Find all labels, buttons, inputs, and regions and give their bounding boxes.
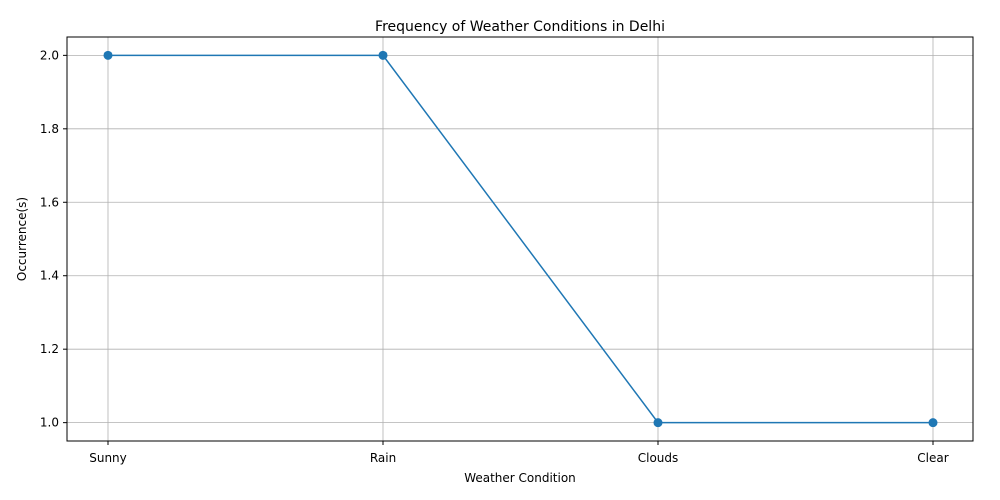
x-tick-label: Clear <box>917 451 948 465</box>
data-point <box>928 418 938 428</box>
y-tick-label: 1.4 <box>40 269 59 283</box>
y-tick-label: 2.0 <box>40 48 59 62</box>
y-tick-label: 1.0 <box>40 416 59 430</box>
plot-frame <box>66 36 974 442</box>
x-axis-label: Weather Condition <box>464 471 576 485</box>
x-axis-ticks: Sunny Rain Clouds Clear <box>89 441 949 465</box>
series-line <box>108 54 933 424</box>
x-tick-label: Rain <box>370 451 396 465</box>
y-tick-label: 1.2 <box>40 342 59 356</box>
chart-title: Frequency of Weather Conditions in Delhi <box>375 19 665 35</box>
x-tick-label: Clouds <box>638 451 679 465</box>
y-axis-label: Occurrence(s) <box>15 197 29 281</box>
series-group <box>103 50 938 428</box>
data-point <box>653 418 663 428</box>
data-point <box>378 50 388 60</box>
y-tick-label: 1.6 <box>40 195 59 209</box>
data-point <box>103 50 113 60</box>
x-gridlines <box>107 37 934 441</box>
plot-area <box>66 36 974 442</box>
y-axis-ticks: 1.0 1.2 1.4 1.6 1.8 2.0 <box>40 48 67 430</box>
x-tick-label: Sunny <box>89 451 127 465</box>
y-gridlines <box>67 54 973 424</box>
y-tick-label: 1.8 <box>40 122 59 136</box>
